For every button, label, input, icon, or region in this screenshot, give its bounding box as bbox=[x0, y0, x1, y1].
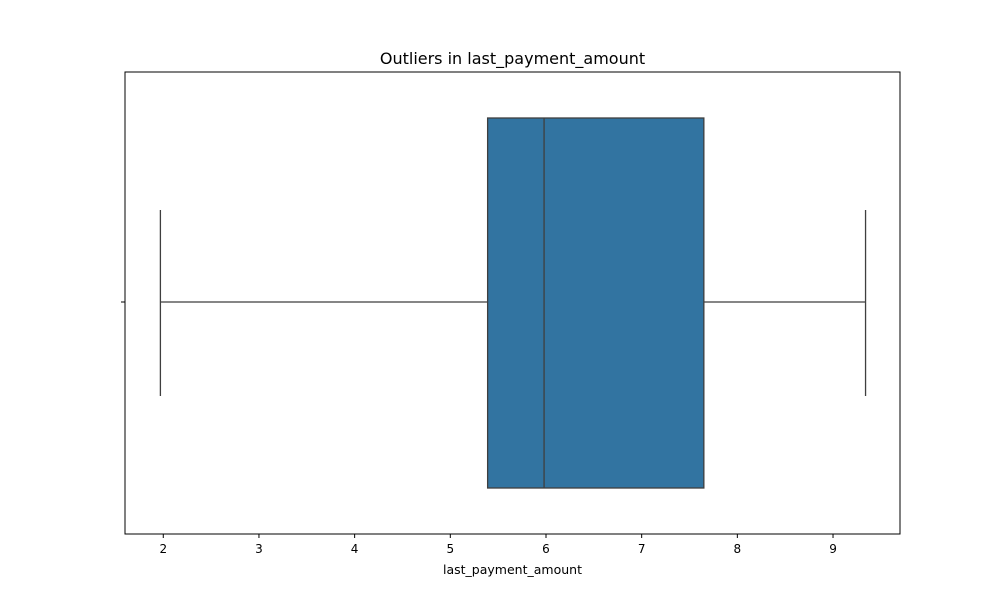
x-tick-label: 8 bbox=[734, 542, 742, 556]
x-tick-label: 6 bbox=[542, 542, 550, 556]
chart-title: Outliers in last_payment_amount bbox=[380, 49, 645, 69]
x-tick-label: 5 bbox=[446, 542, 454, 556]
x-axis-ticks: 2 3 4 5 6 7 8 9 bbox=[159, 534, 837, 556]
x-tick-label: 3 bbox=[255, 542, 263, 556]
interquartile-box bbox=[486, 117, 705, 489]
axes-frame bbox=[124, 71, 901, 535]
x-tick-label: 7 bbox=[638, 542, 646, 556]
x-tick-label: 2 bbox=[159, 542, 167, 556]
x-tick-label: 9 bbox=[829, 542, 837, 556]
x-axis-label: last_payment_amount bbox=[443, 562, 582, 577]
x-tick-label: 4 bbox=[351, 542, 359, 556]
plot-area bbox=[159, 117, 867, 489]
